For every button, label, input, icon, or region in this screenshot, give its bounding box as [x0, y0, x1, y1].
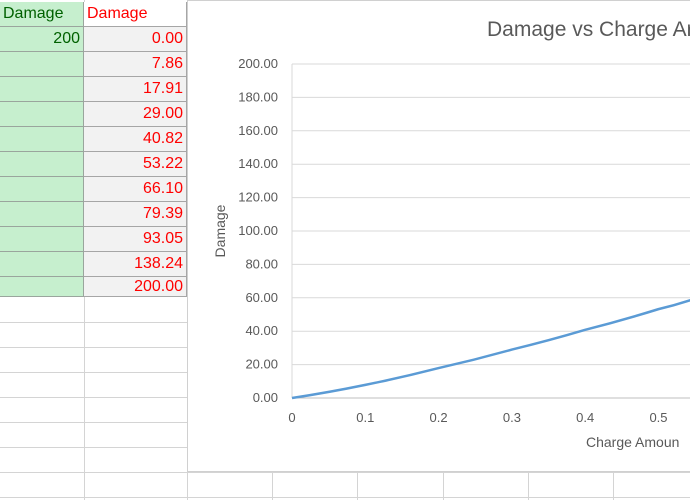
x-tick-label: 0.2	[430, 410, 448, 425]
cell-a-empty[interactable]	[0, 52, 84, 77]
cell-b-value[interactable]: 53.22	[84, 152, 187, 177]
cell-a-empty[interactable]	[0, 152, 84, 177]
y-tick-label: 0.00	[253, 390, 278, 405]
cell-a-empty[interactable]	[0, 177, 84, 202]
chart-title: Damage vs Charge Ar	[487, 18, 690, 41]
damage-chart[interactable]: Damage vs Charge Ar 0.00 20.00 40.00 60.00 8…	[187, 0, 690, 470]
gridline	[0, 472, 690, 473]
cell-a-empty[interactable]	[0, 227, 84, 252]
chart-container[interactable]	[187, 0, 690, 472]
cell-a-empty[interactable]	[0, 77, 84, 102]
x-tick-label: 0.4	[576, 410, 594, 425]
y-tick-label: 200.00	[238, 56, 278, 71]
y-tick-label: 40.00	[245, 323, 278, 338]
y-tick-label: 80.00	[245, 256, 278, 271]
y-axis-label: Damage	[212, 204, 228, 257]
x-tick-label: 0.3	[503, 410, 521, 425]
y-tick-label: 140.00	[238, 156, 278, 171]
y-tick-label: 20.00	[245, 357, 278, 372]
y-tick-label: 100.00	[238, 223, 278, 238]
x-tick-label: 0.1	[356, 410, 374, 425]
series-line	[291, 299, 690, 400]
gridline	[0, 497, 690, 498]
cell-a-empty[interactable]	[0, 102, 84, 127]
cell-b-value[interactable]: 200.00	[84, 277, 187, 297]
cell-a-empty[interactable]	[0, 202, 84, 227]
y-tick-label: 120.00	[238, 190, 278, 205]
cell-b-value[interactable]: 17.91	[84, 77, 187, 102]
x-tick-label: 0.5	[649, 410, 667, 425]
cell-b-value[interactable]: 0.00	[84, 27, 187, 52]
y-tick-label: 160.00	[238, 123, 278, 138]
cell-b-value[interactable]: 40.82	[84, 127, 187, 152]
cell-b-value[interactable]: 138.24	[84, 252, 187, 277]
cell-b-value[interactable]: 66.10	[84, 177, 187, 202]
cell-a-header[interactable]: Damage	[0, 2, 84, 27]
y-tick-label: 60.00	[245, 290, 278, 305]
cell-b-value[interactable]: 29.00	[84, 102, 187, 127]
cell-b-value[interactable]: 79.39	[84, 202, 187, 227]
cell-a-empty[interactable]	[0, 277, 84, 297]
cell-b-header[interactable]: Damage	[84, 2, 187, 27]
cell-a-value[interactable]: 200	[0, 27, 84, 52]
x-tick-label: 0	[288, 410, 295, 425]
cell-b-value[interactable]: 7.86	[84, 52, 187, 77]
y-tick-label: 180.00	[238, 89, 278, 104]
cell-b-value[interactable]: 93.05	[84, 227, 187, 252]
x-axis-label: Charge Amoun	[586, 434, 679, 450]
cell-a-empty[interactable]	[0, 127, 84, 152]
cell-a-empty[interactable]	[0, 252, 84, 277]
